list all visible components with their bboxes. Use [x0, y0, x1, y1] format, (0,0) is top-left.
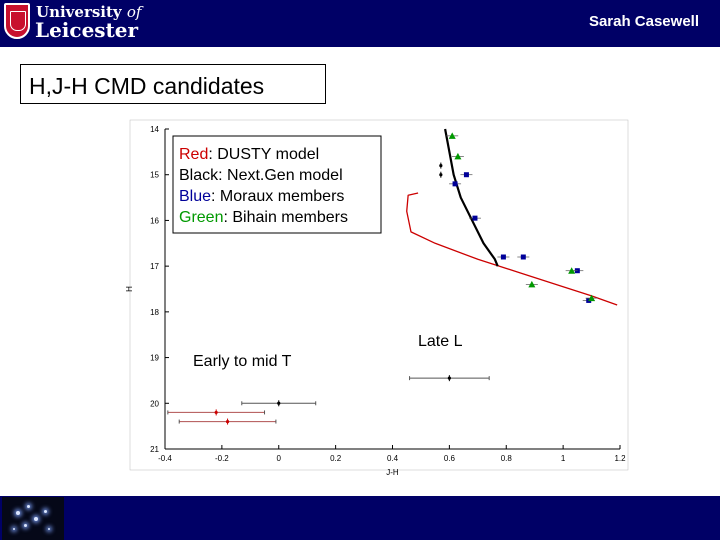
legend-color-word: Black [179, 167, 219, 184]
y-tick-label: 18 [150, 308, 159, 317]
legend-entry-bihain: Green: Bihain members [179, 209, 348, 226]
legend-text: : Bihain members [223, 209, 348, 226]
legend-color-word: Red [179, 146, 208, 163]
data-point-triangle [454, 152, 462, 160]
x-tick-label: 0.8 [501, 454, 513, 463]
legend-entry-nextgen: Black: Next.Gen model [179, 167, 343, 184]
pleiades-thumbnail-image [2, 497, 64, 540]
cmd-chart: -0.4 -0.2 0 0.2 0.4 0.6 0.8 1 1.2 14 15 16 17 18 19 20 2… [125, 119, 629, 477]
header-bar: University of Leicester Sarah Casewell [0, 0, 720, 47]
x-tick-label: 0.2 [330, 454, 342, 463]
data-point-square [500, 254, 506, 260]
legend-box: Red: DUSTY model Black: Next.Gen model B… [172, 135, 382, 234]
data-point [214, 410, 218, 415]
data-point-triangle [448, 132, 456, 139]
y-tick-label: 15 [150, 171, 159, 180]
data-point [447, 376, 451, 380]
legend-frame [172, 135, 382, 234]
series-line-dusty-model [406, 192, 618, 306]
legend-color-word: Green [179, 209, 223, 226]
data-point-square [452, 181, 458, 187]
series-line-next-gen-model [444, 128, 499, 267]
university-crest-icon [4, 3, 30, 39]
logo-line1: University of [36, 3, 142, 21]
y-tick-label: 14 [150, 125, 159, 134]
x-tick-label: 0 [277, 454, 282, 463]
legend-text: : DUSTY model [208, 146, 319, 163]
footer-bar [0, 496, 720, 540]
legend-color-word: Blue [179, 188, 211, 205]
y-tick-label: 21 [150, 445, 159, 454]
data-point [225, 419, 230, 424]
legend-entry-dusty: Red: DUSTY model [179, 146, 319, 163]
x-axis-label: J-H [386, 468, 399, 477]
x-tick-label: 0.4 [387, 454, 399, 463]
data-point [439, 173, 443, 177]
legend-text: : Moraux members [211, 188, 344, 205]
series-layer [167, 128, 618, 425]
annotation-late-l: Late L [418, 333, 463, 350]
y-tick-label: 16 [150, 216, 159, 225]
x-tick-label: 0.6 [444, 454, 456, 463]
legend-entry-moraux: Blue: Moraux members [179, 188, 344, 205]
y-tick-label: 17 [150, 262, 159, 271]
x-tick-label: -0.2 [215, 454, 229, 463]
y-tick-label: 19 [150, 354, 159, 363]
y-tick-label: 20 [150, 399, 159, 408]
data-point-triangle [528, 280, 536, 288]
author-name: Sarah Casewell [588, 13, 699, 30]
annotation-early-mid-t: Early to mid T [193, 353, 292, 370]
x-tick-label: -0.4 [158, 454, 172, 463]
data-point-square [520, 254, 526, 260]
y-axis-label: H [125, 286, 134, 292]
axis-layer: -0.4 -0.2 0 0.2 0.4 0.6 0.8 1 1.2 14 15 16 17 18 19 20 2… [150, 125, 626, 463]
logo-line2: Leicester [35, 18, 139, 42]
slide-title-box: H,J-H CMD candidates [20, 64, 326, 104]
data-point-triangle [588, 294, 596, 302]
data-point [277, 401, 281, 405]
x-tick-label: 1.2 [614, 454, 626, 463]
x-tick-label: 1 [561, 454, 566, 463]
data-point-square [472, 215, 478, 221]
data-point-square [463, 172, 469, 178]
legend-text: : Next.Gen model [218, 167, 343, 184]
slide-title: H,J-H CMD candidates [29, 73, 265, 99]
data-point-triangle [568, 267, 576, 274]
data-point [439, 163, 443, 168]
university-logo: University of Leicester [2, 2, 148, 44]
